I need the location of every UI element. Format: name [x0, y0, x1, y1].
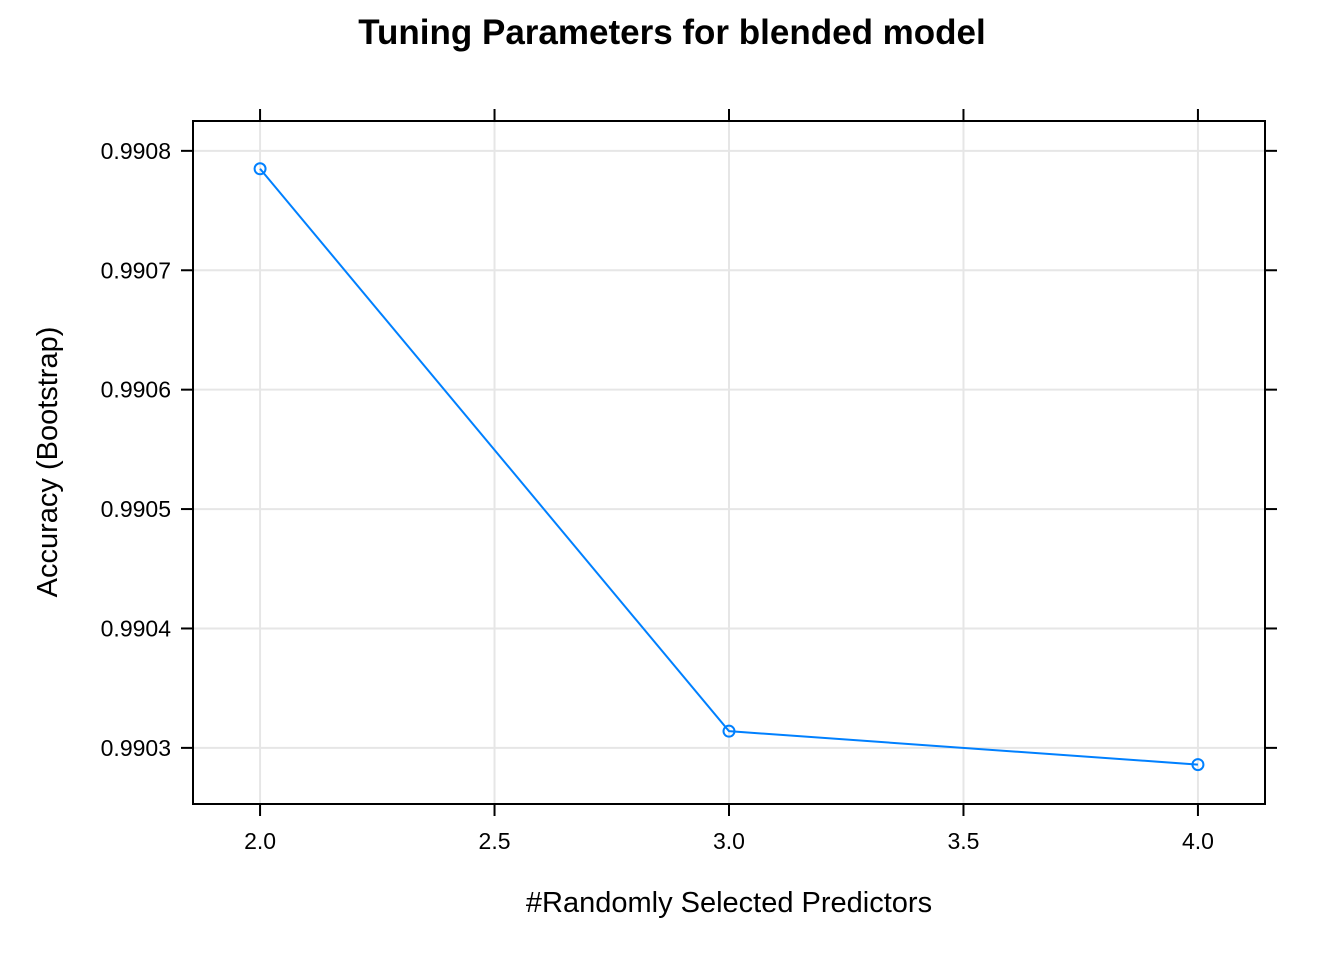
y-tick-label-5: 0.9908 — [101, 138, 171, 164]
series-layer — [253, 162, 1205, 772]
x-tick-label-3: 3.5 — [947, 828, 979, 854]
grid-layer — [193, 121, 1265, 804]
y-tick-label-1: 0.9904 — [101, 615, 172, 641]
data-point-0-1 — [722, 724, 736, 738]
x-tick-label-4: 4.0 — [1182, 828, 1214, 854]
chart-title: Tuning Parameters for blended model — [358, 13, 986, 52]
x-tick-label-2: 3.0 — [713, 828, 745, 854]
data-point-0-2 — [1191, 758, 1205, 772]
series-line-0 — [259, 168, 1199, 766]
x-tick-label-0: 2.0 — [244, 828, 276, 854]
y-tick-label-2: 0.9905 — [101, 496, 171, 522]
data-point-0-0 — [253, 162, 267, 176]
y-tick-label-0: 0.9903 — [101, 735, 171, 761]
y-axis-label: Accuracy (Bootstrap) — [32, 327, 64, 598]
y-tick-label-3: 0.9906 — [101, 377, 171, 403]
y-tick-label-4: 0.9907 — [101, 257, 171, 283]
x-axis-label: #Randomly Selected Predictors — [526, 887, 932, 919]
x-tick-label-1: 2.5 — [479, 828, 511, 854]
tick-layer: 2.0 2.5 3.0 3.5 4.0 0.9903 0.9904 0.9905 0.9906 0… — [101, 109, 1277, 854]
